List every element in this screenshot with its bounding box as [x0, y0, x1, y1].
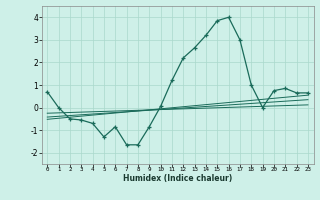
- X-axis label: Humidex (Indice chaleur): Humidex (Indice chaleur): [123, 174, 232, 183]
